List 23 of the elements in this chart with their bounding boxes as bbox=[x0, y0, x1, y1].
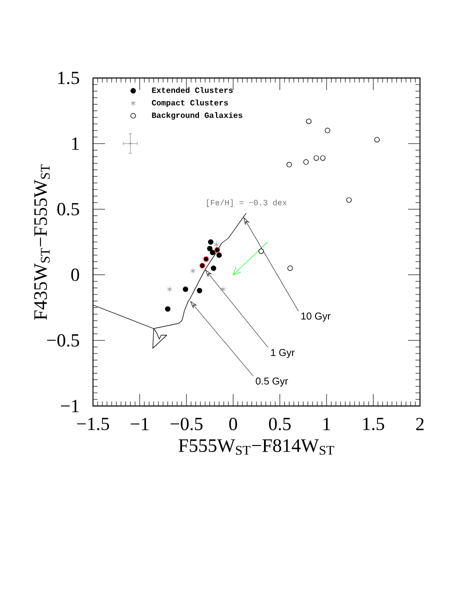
x-tick-label: 0.5 bbox=[268, 418, 291, 430]
legend-label: Background Galaxies bbox=[152, 112, 242, 120]
y-tick-label: 0.5 bbox=[57, 202, 80, 216]
y-axis-title: F435W$_{ST}$−F555W$_{ST}$ bbox=[34, 164, 50, 320]
annotation: 10 Gyr bbox=[301, 312, 330, 322]
x-tick-label: 0 bbox=[229, 418, 238, 430]
x-axis-title: F555W$_{ST}$−F814W$_{ST}$ bbox=[178, 439, 334, 455]
x-tick-label: 1.5 bbox=[363, 418, 384, 430]
x-tick-label: −1 bbox=[130, 418, 148, 430]
y-tick-label: 1 bbox=[72, 137, 79, 150]
y-tick-label: −1 bbox=[61, 400, 79, 412]
legend-label: Compact Clusters bbox=[152, 100, 228, 108]
x-tick-label: 2 bbox=[416, 418, 424, 430]
y-tick-label: −0.5 bbox=[47, 334, 80, 347]
x-tick-label: 1 bbox=[324, 418, 330, 430]
x-tick-label: −1.5 bbox=[77, 418, 110, 430]
y-tick-label: 0 bbox=[71, 268, 80, 282]
annotation: [Fe/H] = −0.3 dex bbox=[207, 199, 287, 207]
annotation: 0.5 Gyr bbox=[256, 378, 288, 387]
annotation: 1 Gyr bbox=[271, 349, 295, 358]
x-tick-label: −0.5 bbox=[170, 418, 202, 430]
y-tick-label: 1.5 bbox=[58, 72, 80, 84]
legend-label: Extended Clusters bbox=[152, 87, 233, 93]
